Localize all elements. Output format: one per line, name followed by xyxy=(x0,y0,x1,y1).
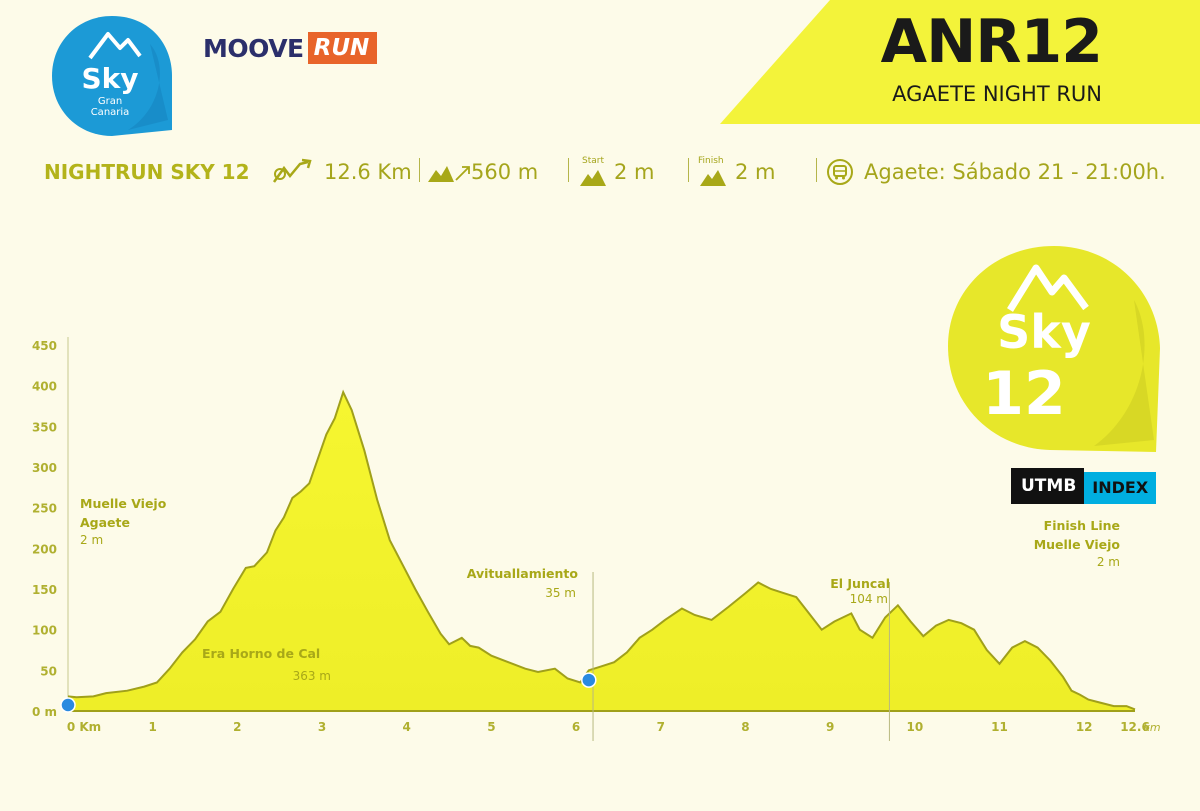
logo-sky-text: Sky xyxy=(81,62,138,95)
logo-gran-text: Gran xyxy=(98,96,122,107)
y-tick-label: 200 xyxy=(32,542,57,556)
y-tick-label: 50 xyxy=(40,664,57,678)
elevation-area xyxy=(68,392,1135,711)
stat-divider xyxy=(419,158,420,182)
annotation-label: Agaete xyxy=(80,515,130,530)
race-stats-bar: NIGHTRUN SKY 12 12.6 Km 560 m Start 2 m … xyxy=(44,156,1194,188)
annotation-altitude: 35 m xyxy=(545,586,576,600)
stat-divider xyxy=(568,158,569,182)
y-tick-label: 150 xyxy=(32,583,57,597)
y-tick-label: 400 xyxy=(32,380,57,394)
race-code: ANR12 xyxy=(880,7,1103,77)
x-tick-label: 7 xyxy=(657,720,665,734)
stat-event: NIGHTRUN SKY 12 xyxy=(44,156,250,188)
y-tick-label: 250 xyxy=(32,502,57,516)
x-tick-label: 1 xyxy=(149,720,157,734)
annotation-altitude: 2 m xyxy=(80,533,103,547)
finish-mountain-icon xyxy=(698,160,728,192)
moove-text: MOOVE xyxy=(203,33,304,63)
x-tick-label: 5 xyxy=(487,720,495,734)
y-tick-label: 0 m xyxy=(32,705,57,719)
y-tick-label: 300 xyxy=(32,461,57,475)
x-tick-label: 4 xyxy=(403,720,411,734)
annotation-altitude: 2 m xyxy=(1097,555,1120,569)
badge-sky-text: Sky xyxy=(997,305,1091,359)
x-tick-label: 3 xyxy=(318,720,326,734)
stat-finish: 2 m xyxy=(735,156,776,188)
badge-number: 12 xyxy=(982,359,1066,429)
stat-location-time: Agaete: Sábado 21 - 21:00h. xyxy=(864,156,1166,188)
annotation-label: Avituallamiento xyxy=(467,566,579,581)
annotation-label: Muelle Viejo xyxy=(1034,537,1121,552)
y-tick-label: 350 xyxy=(32,420,57,434)
finish-altitude: 2 m xyxy=(735,160,776,184)
waypoint-marker xyxy=(60,697,76,713)
race-name: AGAETE NIGHT RUN xyxy=(892,82,1102,106)
x-tick-label: 2 xyxy=(233,720,241,734)
x-tick-label: 11 xyxy=(991,720,1008,734)
start-mountain-icon xyxy=(578,160,608,192)
x-tick-label: 12.6 xyxy=(1120,720,1150,734)
utmb-index-logo: UTMB INDEX xyxy=(1011,468,1157,504)
x-tick-label: 12 xyxy=(1076,720,1093,734)
waypoint-marker xyxy=(581,672,597,688)
title-banner: ANR12 AGAETE NIGHT RUN xyxy=(720,0,1200,124)
elevation-gain-icon xyxy=(428,156,472,188)
x-tick-label: 9 xyxy=(826,720,834,734)
annotation-label: El Juncal xyxy=(830,576,890,591)
distance-value: 12.6 Km xyxy=(324,160,412,184)
annotation-label: Finish Line xyxy=(1044,518,1120,533)
utmb-text: UTMB xyxy=(1011,468,1085,504)
moove-run-logo: MOOVE RUN xyxy=(203,30,378,66)
sky-gran-canaria-logo: Sky Gran Canaria xyxy=(52,16,172,136)
stat-distance: 12.6 Km xyxy=(324,156,412,188)
start-altitude: 2 m xyxy=(614,160,655,184)
event-name: NIGHTRUN SKY 12 xyxy=(44,160,250,184)
stat-elevation: 560 m xyxy=(471,156,538,188)
run-text: RUN xyxy=(307,32,378,64)
x-tick-label: 8 xyxy=(741,720,749,734)
x-tick-label: 10 xyxy=(906,720,923,734)
elevation-gain-value: 560 m xyxy=(471,160,539,184)
stat-divider xyxy=(688,158,689,182)
bus-icon xyxy=(826,156,854,188)
stat-divider xyxy=(816,158,817,182)
y-tick-label: 450 xyxy=(32,339,57,353)
sky12-badge: Sky 12 xyxy=(948,246,1160,452)
start-label: Start xyxy=(582,156,604,166)
location-time: Agaete: Sábado 21 - 21:00h. xyxy=(864,160,1166,184)
annotation-label: Era Horno de Cal xyxy=(202,646,320,661)
route-arrow-icon xyxy=(270,156,314,188)
y-tick-label: 100 xyxy=(32,624,57,638)
finish-label: Finish xyxy=(698,156,724,166)
x-unit-label: km xyxy=(1143,721,1160,734)
x-tick-label: 6 xyxy=(572,720,580,734)
annotation-label: Muelle Viejo xyxy=(80,496,167,511)
index-text: INDEX xyxy=(1084,472,1157,504)
stat-start: 2 m xyxy=(614,156,655,188)
logo-canaria-text: Canaria xyxy=(91,107,130,118)
banner-shape xyxy=(720,0,1200,124)
x-tick-label: 0 Km xyxy=(67,720,101,734)
annotation-altitude: 104 m xyxy=(850,592,888,606)
annotation-altitude: 363 m xyxy=(293,669,331,683)
